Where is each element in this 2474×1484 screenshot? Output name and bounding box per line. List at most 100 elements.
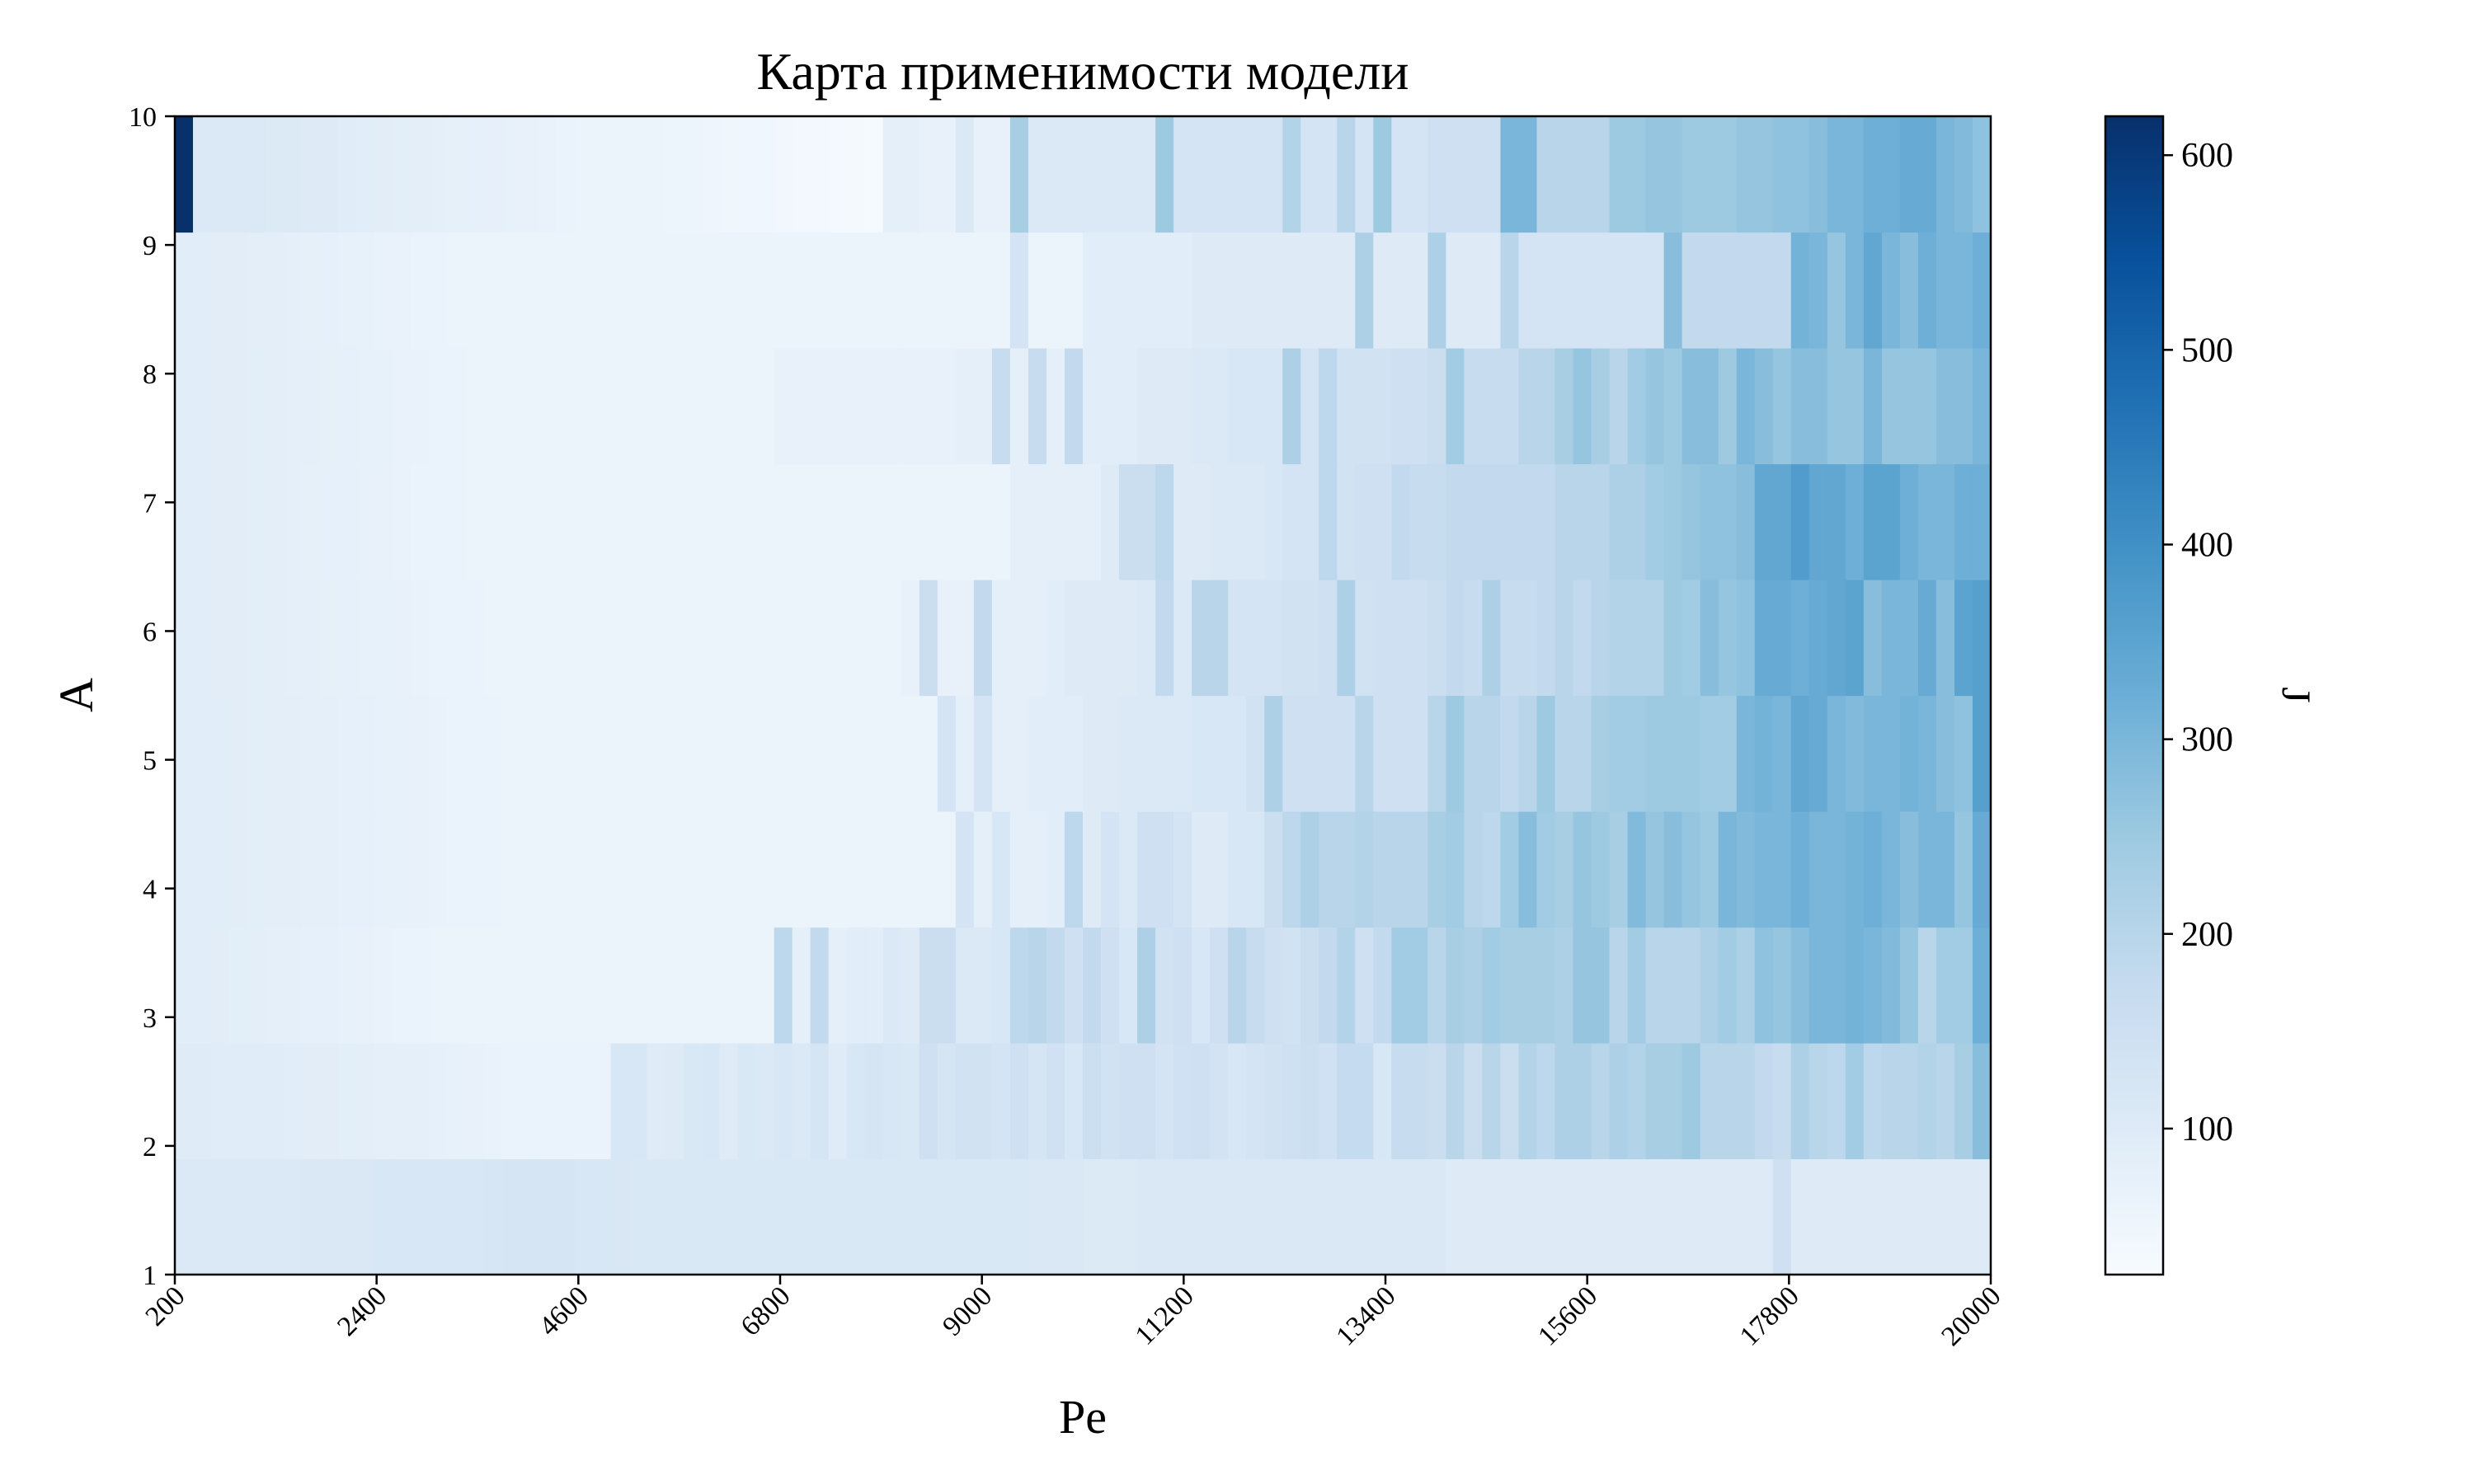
heatmap-cell xyxy=(175,1043,194,1160)
y-axis-label: A xyxy=(49,678,103,712)
heatmap-cell xyxy=(683,927,703,1044)
heatmap-cell xyxy=(1083,232,1102,349)
heatmap-cell xyxy=(1355,811,1374,928)
heatmap-cell xyxy=(447,580,466,697)
heatmap-cell xyxy=(683,1158,703,1275)
heatmap-cell xyxy=(211,1043,230,1160)
heatmap-cell xyxy=(647,1158,666,1275)
heatmap-cell xyxy=(538,232,557,349)
heatmap-cell xyxy=(1028,232,1047,349)
heatmap-cell xyxy=(411,232,430,349)
heatmap-cell xyxy=(1046,1158,1065,1275)
heatmap-cell xyxy=(520,695,539,812)
heatmap-cell xyxy=(1736,1043,1756,1160)
heatmap-cell xyxy=(1935,1158,1955,1275)
heatmap-cell xyxy=(1101,927,1120,1044)
heatmap-cell xyxy=(284,927,303,1044)
heatmap-cell xyxy=(1518,811,1538,928)
heatmap-cell xyxy=(737,463,757,580)
heatmap-cell xyxy=(1409,1158,1428,1275)
heatmap-cell xyxy=(1028,1043,1047,1160)
heatmap-cell xyxy=(755,232,775,349)
heatmap-cell xyxy=(1174,1043,1192,1160)
heatmap-cell xyxy=(1409,927,1428,1044)
heatmap-cell xyxy=(1573,232,1592,349)
heatmap-cell xyxy=(792,1043,811,1160)
heatmap-cell xyxy=(1681,1158,1701,1275)
heatmap-cell xyxy=(1627,348,1647,465)
heatmap-cell xyxy=(1409,232,1428,349)
heatmap-cell xyxy=(1192,1043,1211,1160)
heatmap-cell xyxy=(1391,580,1410,697)
heatmap-cell xyxy=(1409,695,1428,812)
heatmap-cell xyxy=(1264,463,1283,580)
heatmap-cell xyxy=(1754,348,1774,465)
heatmap-cell xyxy=(1028,580,1047,697)
heatmap-cell xyxy=(1337,580,1356,697)
heatmap-cell xyxy=(701,695,721,812)
heatmap-cell xyxy=(882,348,902,465)
heatmap-cell xyxy=(774,695,793,812)
colorbar xyxy=(2104,115,2165,1276)
chart-title: Карта применимости модели xyxy=(757,42,1409,101)
heatmap-cell xyxy=(1446,927,1465,1044)
heatmap-cell xyxy=(1083,1158,1102,1275)
heatmap-cell xyxy=(1718,580,1738,697)
heatmap-cell xyxy=(1482,232,1502,349)
heatmap-cell xyxy=(1464,695,1484,812)
heatmap-cell xyxy=(592,580,612,697)
heatmap-cell xyxy=(647,695,666,812)
heatmap-cell xyxy=(1409,348,1428,465)
heatmap-cell xyxy=(538,811,557,928)
heatmap-cell xyxy=(574,463,594,580)
heatmap-cell xyxy=(628,580,648,697)
heatmap-cell xyxy=(1591,811,1611,928)
heatmap-cell xyxy=(501,116,520,233)
heatmap-cell xyxy=(1917,1158,1937,1275)
heatmap-cell xyxy=(1573,463,1592,580)
heatmap-cell xyxy=(901,580,920,697)
heatmap-cell xyxy=(1808,695,1828,812)
heatmap-cell xyxy=(1917,580,1937,697)
heatmap-cell xyxy=(465,348,484,465)
heatmap-cell xyxy=(973,1043,993,1160)
x-tick-label: 9000 xyxy=(937,1280,998,1341)
heatmap-cell xyxy=(1736,811,1756,928)
heatmap-cell xyxy=(1246,463,1265,580)
heatmap-cell xyxy=(1663,116,1683,233)
heatmap-cell xyxy=(1009,927,1029,1044)
heatmap-cell xyxy=(1355,580,1374,697)
heatmap-cell xyxy=(901,348,920,465)
heatmap-cell xyxy=(1518,1043,1538,1160)
heatmap-cell xyxy=(937,580,957,697)
heatmap-cell xyxy=(774,1158,793,1275)
x-tick-label: 6800 xyxy=(735,1280,796,1341)
heatmap-cell xyxy=(665,463,684,580)
heatmap-cell xyxy=(1446,232,1465,349)
heatmap-cell xyxy=(356,348,375,465)
heatmap-cell xyxy=(393,348,412,465)
heatmap-cell xyxy=(737,927,757,1044)
y-axis-ticks: 1 2 3 4 5 6 7 8 9 10 xyxy=(129,102,175,1291)
heatmap-cell xyxy=(1663,232,1683,349)
heatmap-cell xyxy=(882,1043,902,1160)
heatmap-cell xyxy=(1174,232,1192,349)
heatmap-cell xyxy=(338,348,357,465)
heatmap-cell xyxy=(1046,348,1065,465)
heatmap-cell xyxy=(465,811,484,928)
heatmap-cell xyxy=(1591,348,1611,465)
heatmap-cell xyxy=(1627,695,1647,812)
heatmap-cell xyxy=(1681,348,1701,465)
heatmap-cell xyxy=(1554,232,1574,349)
heatmap-cell xyxy=(1119,463,1138,580)
heatmap-cell xyxy=(1210,463,1229,580)
heatmap-cell xyxy=(1554,116,1574,233)
heatmap-cell xyxy=(429,811,448,928)
heatmap-cell xyxy=(1935,580,1955,697)
heatmap-cell xyxy=(538,1158,557,1275)
heatmap-cell xyxy=(991,927,1011,1044)
heatmap-cell xyxy=(1772,463,1792,580)
heatmap-cell xyxy=(991,580,1011,697)
heatmap-cell xyxy=(628,116,648,233)
heatmap-cell xyxy=(266,811,285,928)
